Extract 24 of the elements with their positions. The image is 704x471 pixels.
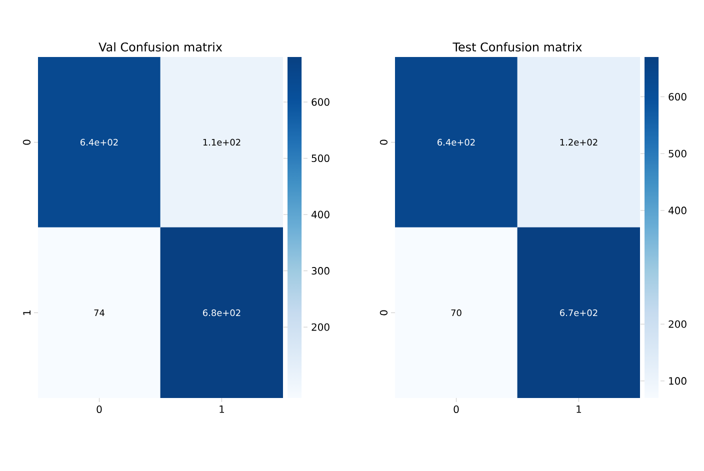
color-bar-label: 200 <box>312 323 330 331</box>
x-tick-label: 0 <box>96 406 102 414</box>
color-bar-label: 600 <box>312 98 330 106</box>
color-bar-label: 500 <box>312 154 330 162</box>
data-label: 6.8e+02 <box>203 309 240 316</box>
x-tick-label: 1 <box>576 406 582 413</box>
color-bar-label: 200 <box>668 320 686 328</box>
chart-title: Val Confusion matrix <box>98 42 222 52</box>
x-tick-label: 1 <box>220 406 224 413</box>
data-label: 6.7e+02 <box>560 309 598 316</box>
data-label: 1.1e+02 <box>203 138 240 146</box>
x-tick-label: 0 <box>454 406 459 414</box>
color-bar-label: 400 <box>668 206 686 214</box>
data-label: 6.4e+02 <box>80 138 118 146</box>
color-bar-label: 300 <box>312 267 330 275</box>
color-bar-label: 400 <box>312 210 330 218</box>
color-bar-label: 100 <box>669 377 686 385</box>
chart-title: Test Confusion matrix <box>452 42 582 52</box>
color-bar-label: 500 <box>668 150 686 158</box>
data-label: 1.2e+02 <box>560 138 598 146</box>
color-bar-label: 600 <box>668 93 686 101</box>
data-label: 74 <box>94 309 104 316</box>
data-label: 70 <box>451 309 462 316</box>
data-label: 6.4e+02 <box>438 138 475 146</box>
